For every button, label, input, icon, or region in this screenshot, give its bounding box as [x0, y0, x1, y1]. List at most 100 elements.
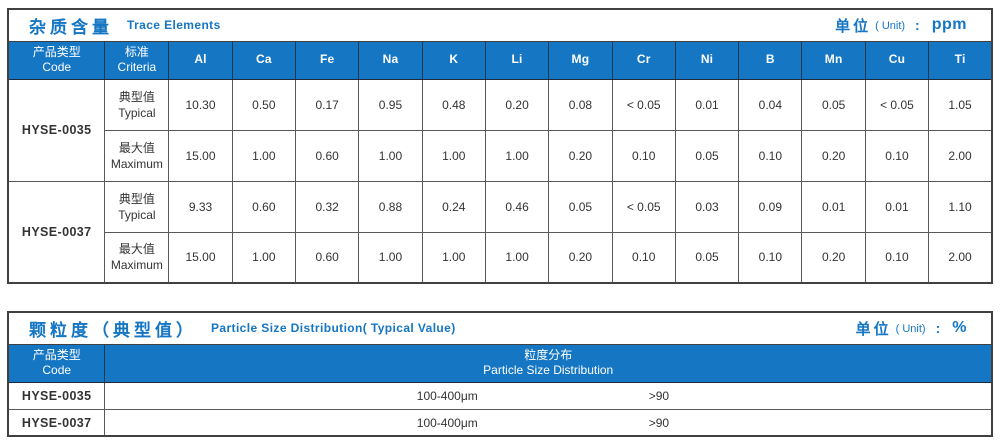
size-percentage: >90	[648, 415, 670, 430]
value-cell: 0.08	[548, 78, 613, 131]
table-row: HYSE-0035 典型值 Typical 10.30 0.50 0.17 0.…	[7, 78, 993, 182]
column-header-k: K	[421, 40, 486, 80]
column-header-b: B	[738, 40, 803, 80]
size-percentage: >90	[648, 388, 670, 403]
column-header-na: Na	[358, 40, 423, 80]
value-cell: 1.00	[358, 231, 423, 284]
unit-colon: :	[915, 17, 920, 34]
value-cell: 0.10	[738, 231, 803, 284]
unit-zh: 单位	[855, 320, 892, 338]
criteria-en: Typical	[118, 105, 156, 120]
value-cell: 0.05	[674, 231, 740, 284]
value-cell: 0.50	[231, 78, 296, 131]
particle-title-zh: 颗粒度（典型值）	[29, 320, 197, 340]
trace-title: 杂质含量 Trace Elements	[29, 13, 221, 38]
criteria-label: 最大值 Maximum	[104, 231, 170, 284]
value-cell: 0.24	[421, 180, 486, 233]
product-code: HYSE-0035	[7, 78, 106, 182]
column-header-criteria: 标准 Criteria	[104, 40, 170, 80]
criteria-label: 典型值 Typical	[104, 78, 170, 131]
table-row: 最大值 Maximum 15.00 1.00 0.60 1.00 1.00 1.…	[8, 129, 993, 182]
particle-unit-label: 单位 ( Unit) : %	[856, 318, 967, 339]
criteria-zh: 典型值	[118, 89, 155, 104]
column-header-code: 产品类型 Code	[7, 40, 106, 80]
unit-value: %	[952, 319, 967, 337]
value-cell: 0.60	[231, 180, 296, 233]
value-cell: 1.05	[928, 78, 993, 131]
code-header-zh: 产品类型	[32, 44, 81, 59]
trace-header-row: 产品类型 Code 标准 Criteria Al Ca Fe Na K Li M…	[7, 40, 993, 80]
particle-header-row: 产品类型 Code 粒度分布 Particle Size Distributio…	[7, 343, 993, 383]
value-cell: 0.10	[738, 129, 803, 182]
column-header-fe: Fe	[294, 40, 360, 80]
value-cell: 0.09	[738, 180, 803, 233]
value-cell: 1.00	[484, 231, 550, 284]
column-header-mn: Mn	[801, 40, 866, 80]
value-cell: 0.03	[674, 180, 740, 233]
criteria-zh: 最大值	[118, 242, 155, 257]
value-cell: 0.01	[674, 78, 740, 131]
value-cell: 0.60	[294, 129, 360, 182]
value-cell: 9.33	[168, 180, 233, 233]
distribution-header-en: Particle Size Distribution	[483, 363, 614, 378]
product-code: HYSE-0037	[7, 180, 106, 284]
value-cell: 1.10	[928, 180, 993, 233]
criteria-en: Maximum	[110, 156, 163, 171]
product-code: HYSE-0037	[7, 408, 106, 437]
value-cell: 15.00	[168, 231, 233, 284]
value-cell: 0.10	[864, 129, 930, 182]
value-cell: 0.20	[548, 129, 613, 182]
criteria-en: Maximum	[110, 258, 163, 273]
value-cell: 0.95	[358, 78, 423, 131]
value-cell: 0.20	[801, 231, 866, 284]
size-range: 100-400μm	[416, 388, 478, 403]
table-row: HYSE-0035 100-400μm >90	[7, 381, 993, 410]
value-cell: 10.30	[168, 78, 233, 131]
trace-title-zh: 杂质含量	[29, 17, 113, 37]
particle-title: 颗粒度（典型值） Particle Size Distribution( Typ…	[29, 316, 456, 341]
criteria-header-en: Criteria	[117, 60, 157, 75]
value-cell: 0.88	[358, 180, 423, 233]
unit-colon: :	[935, 320, 941, 337]
code-header-en: Code	[42, 363, 72, 378]
column-header-li: Li	[484, 40, 550, 80]
value-cell: < 0.05	[611, 78, 676, 131]
value-cell: 0.46	[484, 180, 550, 233]
value-cell: 0.10	[611, 129, 676, 182]
value-cell: 0.05	[674, 129, 740, 182]
table-row: 最大值 Maximum 15.00 1.00 0.60 1.00 1.00 1.…	[8, 231, 993, 284]
value-cell: 1.00	[484, 129, 550, 182]
value-cell: 1.00	[231, 129, 296, 182]
column-header-cr: Cr	[611, 40, 676, 80]
particle-title-en: Particle Size Distribution( Typical Valu…	[211, 321, 456, 336]
criteria-header-zh: 标准	[124, 44, 149, 59]
trace-title-en: Trace Elements	[127, 18, 221, 33]
column-header-ni: Ni	[674, 40, 740, 80]
column-header-code: 产品类型 Code	[7, 343, 106, 383]
distribution-cell: 100-400μm >90	[104, 381, 993, 410]
code-header-en: Code	[42, 60, 72, 75]
size-range: 100-400μm	[416, 415, 478, 430]
particle-size-table: 颗粒度（典型值） Particle Size Distribution( Typ…	[7, 311, 993, 438]
value-cell: 0.05	[548, 180, 613, 233]
criteria-label: 典型值 Typical	[104, 180, 170, 233]
value-cell: 0.32	[294, 180, 360, 233]
trace-unit-label: 单位 ( Unit) : ppm	[835, 15, 967, 36]
criteria-zh: 最大值	[118, 140, 155, 155]
table-row: HYSE-0037 典型值 Typical 9.33 0.60 0.32 0.8…	[7, 180, 993, 284]
value-cell: 1.00	[358, 129, 423, 182]
value-cell: 0.20	[484, 78, 550, 131]
value-cell: 0.20	[548, 231, 613, 284]
value-cell: 0.17	[294, 78, 360, 131]
column-header-cu: Cu	[864, 40, 930, 80]
value-cell: 15.00	[168, 129, 233, 182]
unit-en: ( Unit)	[895, 322, 926, 335]
column-header-distribution: 粒度分布 Particle Size Distribution	[104, 343, 993, 383]
product-code: HYSE-0035	[7, 381, 106, 410]
distribution-header-zh: 粒度分布	[524, 347, 573, 362]
unit-value: ppm	[931, 16, 967, 34]
value-cell: 0.10	[864, 231, 930, 284]
value-cell: < 0.05	[864, 78, 930, 131]
criteria-en: Typical	[118, 207, 156, 222]
value-cell: 0.01	[864, 180, 930, 233]
